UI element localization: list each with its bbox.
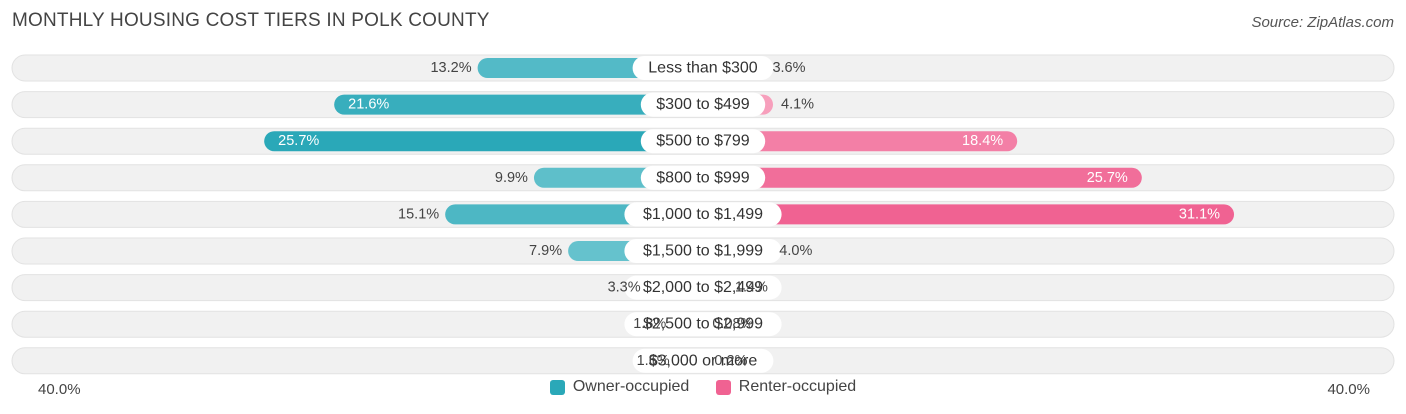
bar-owner (334, 94, 713, 115)
owner-value-label: 13.2% (430, 60, 471, 76)
category-label-bg (624, 275, 782, 300)
category-label: $2,500 to $2,999 (643, 316, 763, 333)
legend-swatch-renter (715, 379, 731, 395)
legend-label-owner: Owner-occupied (572, 378, 690, 395)
owner-value-label: 15.1% (398, 206, 439, 222)
source-label: Source: ZipAtlas.com (1251, 14, 1394, 31)
category-label: $300 to $499 (656, 96, 750, 113)
bar-owner (264, 131, 713, 152)
category-label-bg (632, 56, 774, 80)
owner-value-label: 1.8% (633, 316, 666, 332)
category-label: Less than $300 (648, 60, 758, 77)
category-label-bg (640, 129, 766, 154)
renter-value-label: 1.4% (735, 280, 768, 296)
owner-value-label: 9.9% (495, 170, 528, 186)
renter-value-label: 4.0% (779, 243, 812, 259)
bar-renter (693, 131, 1018, 152)
category-label: $1,500 to $1,999 (643, 243, 763, 260)
owner-value-label: 1.6% (637, 353, 670, 369)
renter-value-label: 18.4% (962, 133, 1003, 149)
category-label: $800 to $999 (656, 169, 750, 186)
axis-left-label: 40.0% (38, 381, 81, 398)
renter-value-label: 4.1% (781, 97, 814, 113)
legend-swatch-owner (549, 379, 565, 395)
owner-value-label: 21.6% (348, 97, 389, 113)
chart-title: MONTHLY HOUSING COST TIERS IN POLK COUNT… (12, 10, 490, 31)
legend-label-renter: Renter-occupied (738, 378, 857, 395)
renter-value-label: 25.7% (1087, 170, 1128, 186)
category-label: $3,000 or more (649, 352, 758, 369)
category-label: $1,000 to $1,499 (643, 206, 763, 223)
renter-value-label: 0.2% (714, 353, 747, 369)
legend-item-renter[interactable]: Renter-occupied (715, 378, 857, 396)
renter-value-label: 31.1% (1179, 206, 1220, 222)
category-label: $500 to $799 (656, 133, 750, 150)
bar-renter (693, 204, 1235, 225)
category-label-bg (624, 312, 782, 337)
renter-value-label: 3.6% (772, 60, 805, 76)
legend-item-owner[interactable]: Owner-occupied (549, 378, 690, 396)
category-label-bg (624, 239, 782, 263)
category-label-bg (624, 202, 782, 227)
category-label: $2,000 to $2,499 (643, 279, 763, 296)
legend: Owner-occupied Renter-occupied (0, 378, 1406, 400)
renter-value-label: 0.08% (712, 316, 753, 332)
owner-value-label: 25.7% (278, 133, 319, 149)
category-label-bg (640, 165, 766, 190)
owner-value-label: 3.3% (608, 280, 641, 296)
category-label-bg (640, 92, 766, 117)
bar-renter (693, 167, 1142, 188)
owner-value-label: 7.9% (529, 243, 562, 259)
category-label-bg (632, 348, 774, 373)
axis-right-label: 40.0% (1327, 381, 1370, 398)
